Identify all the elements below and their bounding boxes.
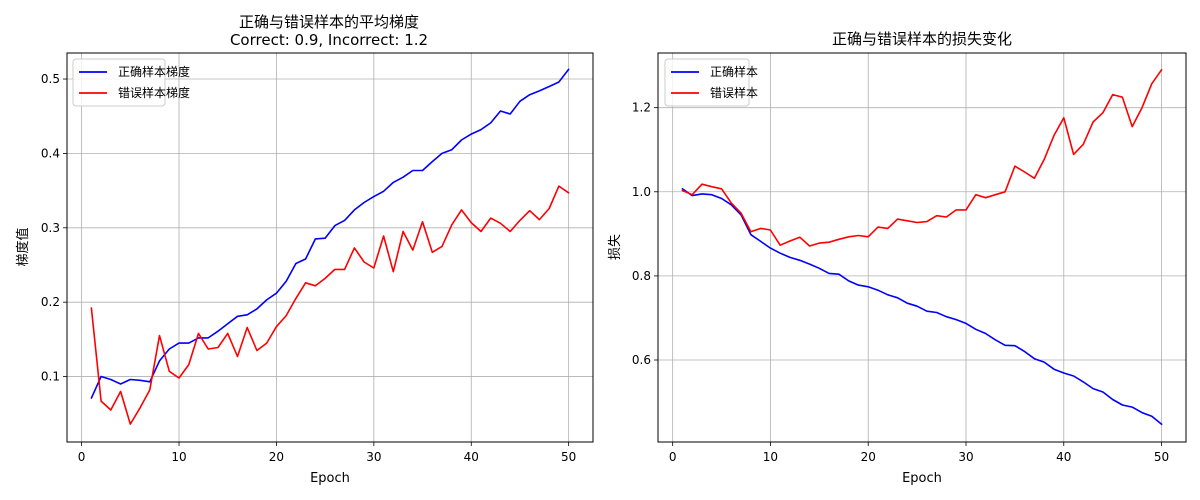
x-tick-label: 0 (78, 450, 86, 464)
y-axis-label: 梯度值 (15, 227, 31, 266)
y-tick-label: 1.0 (632, 185, 651, 199)
y-tick-label: 0.2 (41, 295, 60, 309)
y-tick-label: 0.8 (632, 269, 651, 283)
chart-subtitle: Correct: 0.9, Incorrect: 1.2 (230, 31, 428, 49)
x-tick-label: 20 (269, 450, 284, 464)
series-line-correct (681, 188, 1163, 426)
chart-loss: 正确与错误样本的损失变化 0 10 20 30 40 50 0.6 0.8 1.0 1.2 Epo… (608, 30, 1187, 486)
legend-label-incorrect: 错误样本 (710, 85, 758, 100)
x-tick-label: 20 (861, 450, 876, 464)
y-tick-label: 0.6 (632, 353, 651, 367)
legend: 正确样本梯度 错误样本梯度 (72, 58, 190, 107)
y-tick-label: 1.2 (632, 101, 651, 115)
x-tick-label: 40 (1056, 450, 1071, 464)
series-line-correct (90, 68, 570, 399)
y-tick-label: 0.3 (41, 221, 60, 235)
x-tick-label: 30 (366, 450, 381, 464)
x-tick-label: 10 (171, 450, 186, 464)
x-axis-label: Epoch (902, 471, 942, 486)
x-axis-label: Epoch (310, 471, 350, 486)
series-line-incorrect (681, 69, 1163, 247)
legend-label-incorrect: 错误样本梯度 (118, 85, 190, 100)
x-tick-label: 30 (958, 450, 973, 464)
y-tick-label: 0.1 (41, 370, 60, 384)
legend-box (72, 58, 166, 107)
y-axis-label: 损失 (608, 234, 623, 260)
chart-gradient: 正确与错误样本的平均梯度 Correct: 0.9, Incorrect: 1.… (15, 13, 594, 486)
legend-box (664, 58, 750, 107)
x-tick-label: 50 (561, 450, 576, 464)
chart-title: 正确与错误样本的平均梯度 (239, 13, 419, 31)
series-line-incorrect (90, 185, 570, 425)
legend-label-correct: 正确样本 (710, 64, 758, 79)
chart-title: 正确与错误样本的损失变化 (832, 30, 1012, 48)
y-tick-label: 0.5 (41, 72, 60, 86)
y-tick-label: 0.4 (41, 146, 60, 160)
x-tick-label: 10 (763, 450, 778, 464)
plot-area-frame (657, 52, 1187, 443)
legend-label-correct: 正确样本梯度 (118, 64, 190, 79)
plot-area-frame (66, 52, 594, 443)
x-tick-label: 40 (464, 450, 479, 464)
x-tick-label: 0 (669, 450, 677, 464)
x-tick-label: 50 (1154, 450, 1169, 464)
legend: 正确样本 错误样本 (664, 58, 758, 107)
